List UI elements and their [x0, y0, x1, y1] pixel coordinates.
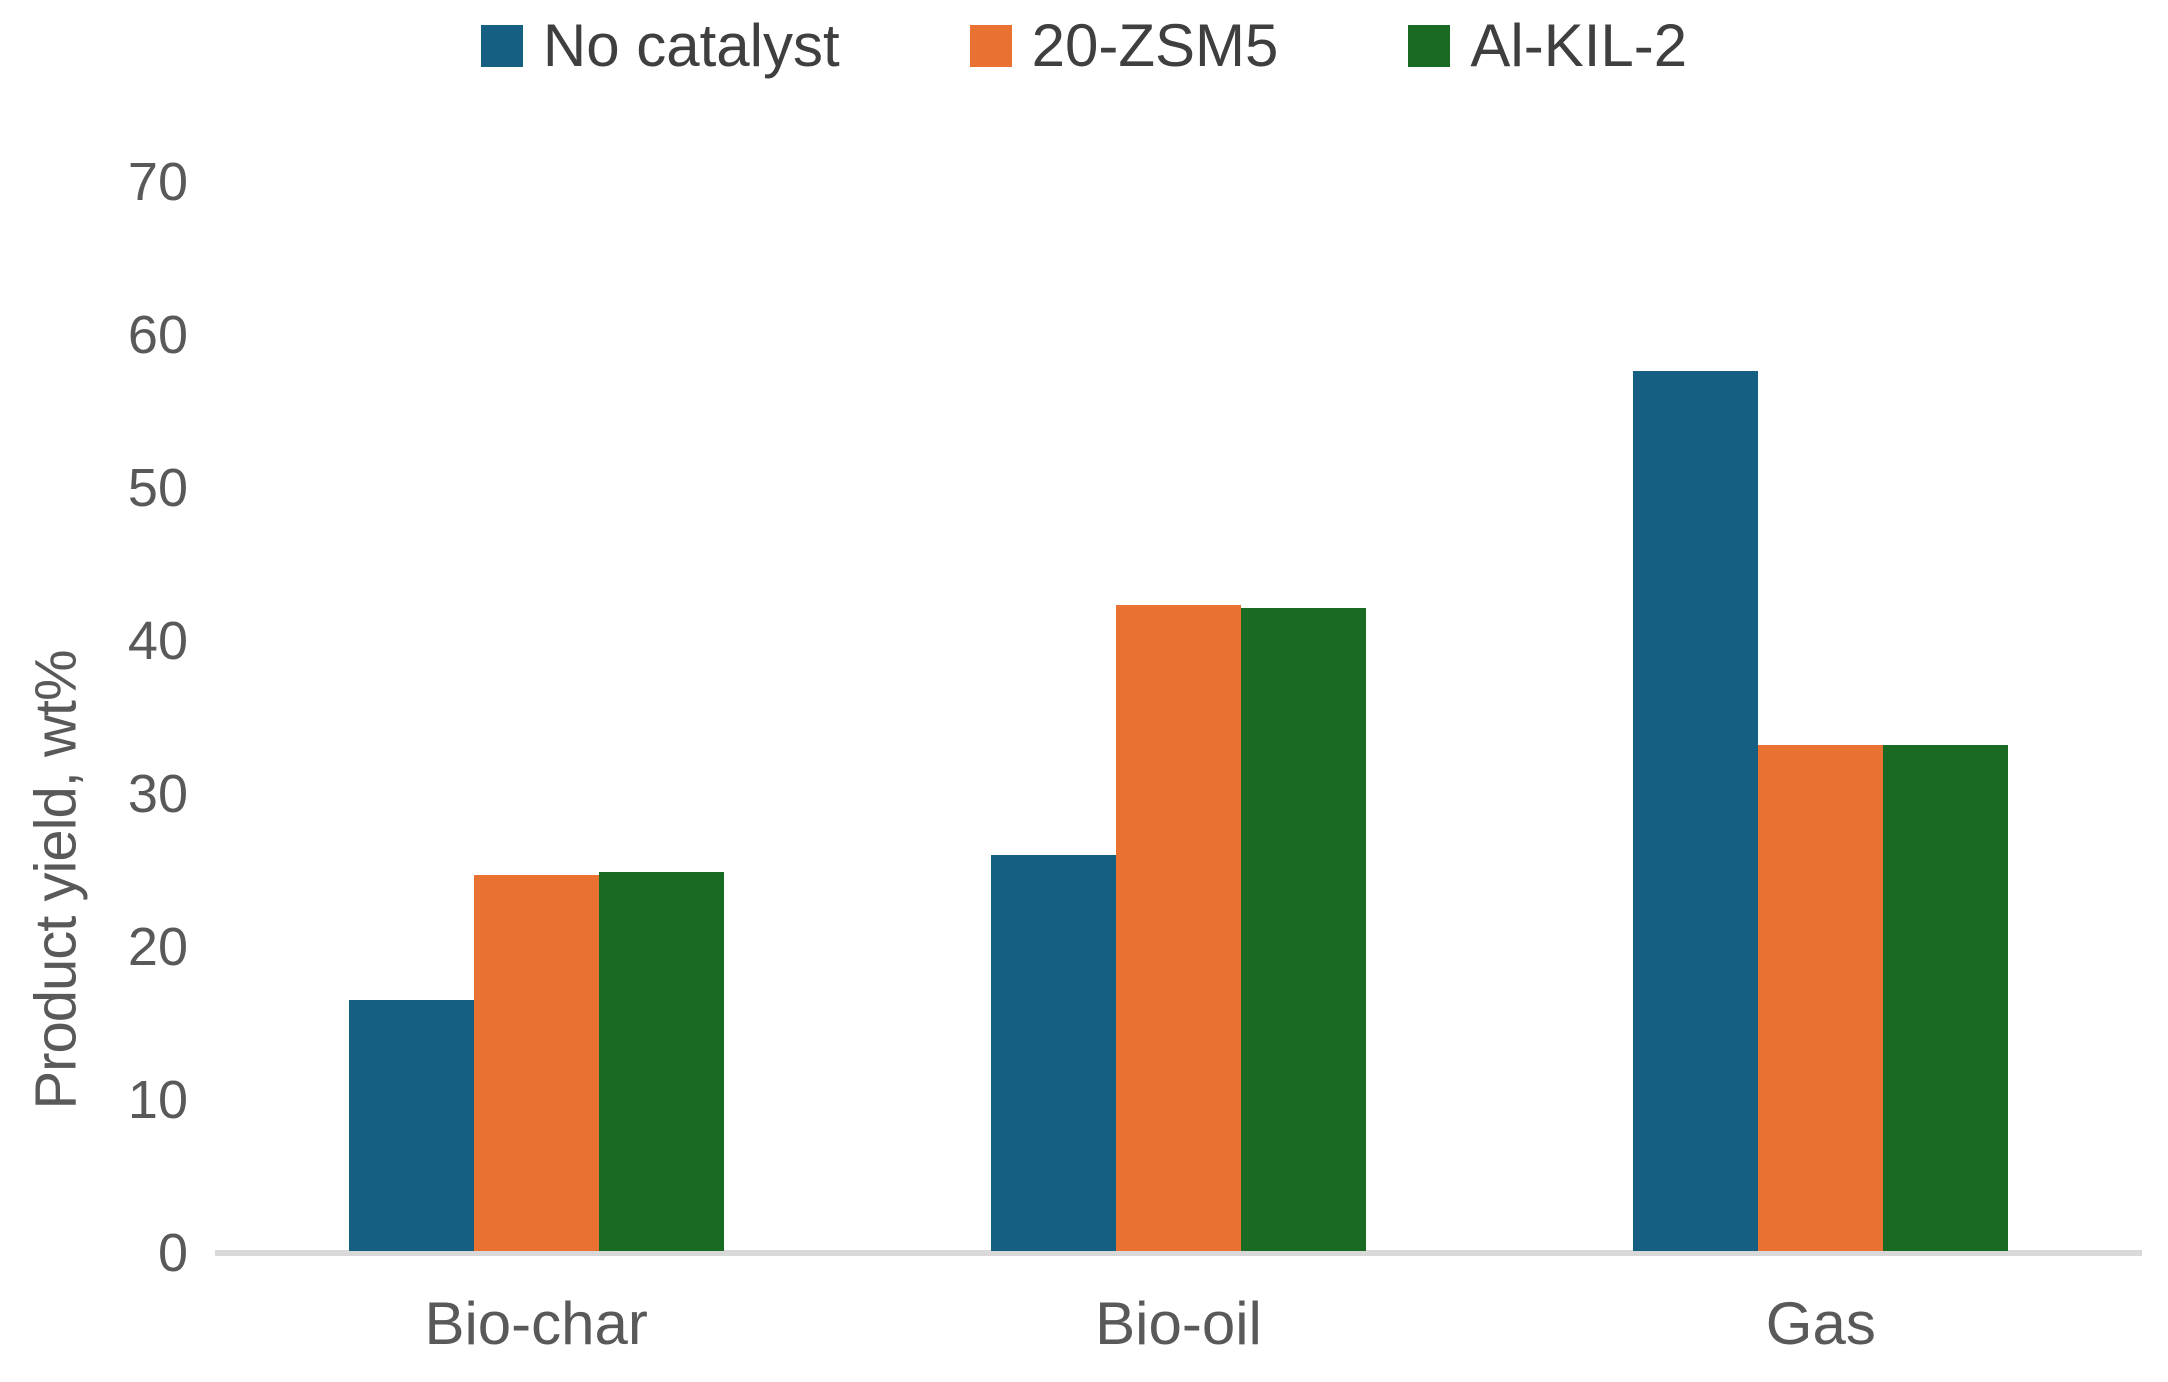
bar-group-gas [1500, 180, 2142, 1251]
legend-swatch-al-kil-2 [1408, 25, 1451, 67]
bar-20-zsm5-gas [1758, 744, 1884, 1251]
bar-20-zsm5-bio-oil [1115, 605, 1241, 1251]
category-label-gas: Gas [1765, 1290, 1876, 1357]
legend-label-al-kil-2: Al-KIL-2 [1470, 12, 1688, 79]
category-label-bio-char: Bio-char [424, 1290, 648, 1357]
y-tick-0: 0 [157, 1223, 188, 1283]
bar-20-zsm5-bio-char [473, 874, 599, 1251]
legend-label-no-catalyst: No catalyst [542, 12, 840, 79]
legend-item-no-catalyst: No catalyst [480, 12, 840, 79]
y-tick-10: 10 [127, 1070, 188, 1130]
x-axis-line [215, 1250, 2142, 1256]
category-label-bio-oil: Bio-oil [1095, 1290, 1262, 1357]
bar-no-catalyst-bio-char [348, 1000, 474, 1251]
legend-swatch-20-zsm5 [969, 25, 1012, 67]
y-axis-tick-labels: 0 10 20 30 40 50 60 70 [0, 155, 188, 1280]
y-tick-30: 30 [127, 764, 188, 824]
y-tick-60: 60 [127, 305, 188, 365]
bar-al-kil-2-bio-char [598, 871, 724, 1251]
bar-no-catalyst-gas [1633, 371, 1759, 1251]
bar-al-kil-2-bio-oil [1240, 608, 1366, 1251]
bar-al-kil-2-gas [1883, 744, 2009, 1251]
y-tick-40: 40 [127, 611, 188, 671]
y-tick-20: 20 [127, 917, 188, 977]
legend: No catalyst 20-ZSM5 Al-KIL-2 [0, 16, 2168, 76]
legend-item-20-zsm5: 20-ZSM5 [969, 12, 1279, 79]
y-tick-50: 50 [127, 458, 188, 518]
plot-area [215, 182, 2142, 1253]
bar-no-catalyst-bio-oil [990, 854, 1116, 1251]
legend-swatch-no-catalyst [480, 25, 523, 67]
legend-item-al-kil-2: Al-KIL-2 [1408, 16, 1687, 76]
bar-group-bio-char [215, 180, 857, 1251]
bar-group-bio-oil [857, 180, 1499, 1251]
y-tick-70: 70 [127, 152, 188, 212]
legend-label-20-zsm5: 20-ZSM5 [1031, 12, 1279, 79]
x-axis-category-labels: Bio-char Bio-oil Gas [215, 1294, 2142, 1354]
